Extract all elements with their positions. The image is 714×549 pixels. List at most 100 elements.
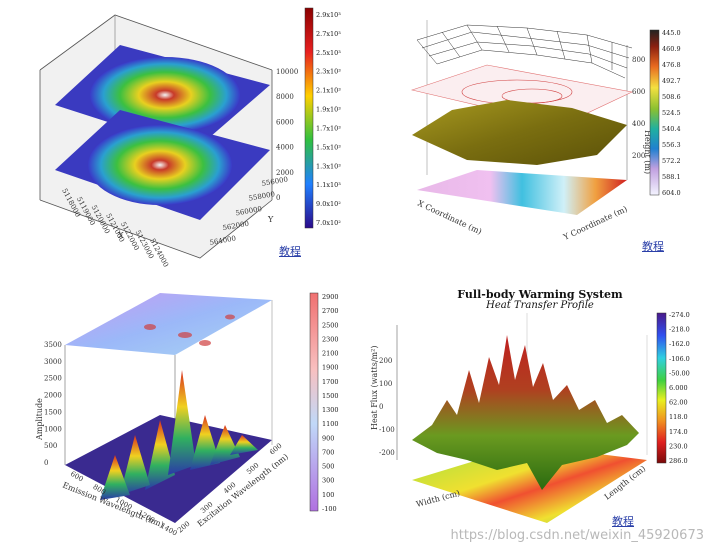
chart4-subtitle: Heat Transfer Profile: [486, 300, 594, 311]
chart1-colorbar-tick: 2.9x10³: [316, 11, 341, 19]
chart4-z-tick: 100: [379, 380, 392, 388]
chart2-colorbar-tick: 492.7: [662, 77, 681, 85]
chart4-colorbar-tick: 286.0: [669, 457, 688, 465]
chart2-z-tick: 200: [632, 152, 645, 160]
chart3-colorbar-tick: 2700: [322, 307, 339, 315]
chart4-z-tick: -100: [379, 426, 395, 434]
chart3-z-tick: 3500: [44, 341, 62, 349]
chart2-z-tick: 600: [632, 88, 645, 96]
chart4-colorbar-tick: 174.0: [669, 428, 688, 436]
chart2-xlabel: X Coordinate (m): [416, 199, 483, 237]
tutorial-link-1[interactable]: 教程: [279, 245, 301, 258]
chart1-colorbar-tick: 2.1x10³: [316, 87, 341, 95]
chart1-colorbar-tick: 1.3x10³: [316, 162, 341, 170]
chart-4: 200 100 0 -100 -200 Heat Flux (watts/m²) Wid…: [370, 311, 690, 523]
chart1-colorbar-tick: 1.7x10³: [316, 124, 341, 132]
chart4-surface: [412, 335, 639, 490]
chart4-colorbar-tick: -106.0: [669, 355, 690, 363]
chart3-colorbar-tick: -100: [322, 505, 337, 513]
chart3-colorbar-tick: 1700: [322, 378, 339, 386]
chart3-z-tick: 500: [44, 442, 57, 450]
chart1-colorbar-tick: 1.9x10³: [316, 106, 341, 114]
tutorial-link-2[interactable]: 教程: [642, 240, 664, 253]
chart2-z-tick: 400: [632, 120, 645, 128]
chart1-z-tick: 6000: [276, 118, 294, 126]
chart3-projection-plane: [65, 293, 272, 355]
chart3-colorbar-tick: 500: [322, 463, 334, 471]
chart2-zlabel: Height (m): [643, 130, 652, 174]
chart1-colorbar-tick: 7.0x10²: [316, 219, 341, 227]
chart3-colorbar-tick: 1900: [322, 364, 339, 372]
chart2-colorbar-tick: 508.6: [662, 93, 681, 101]
chart4-title: Full-body Warming System: [457, 288, 623, 301]
chart3-colorbar-tick: 700: [322, 448, 334, 456]
chart3-z-tick: 3000: [44, 358, 62, 366]
chart3-colorbar-tick: 2300: [322, 335, 339, 343]
chart2-surface: [412, 100, 627, 165]
chart2-colorbar-tick: 556.3: [662, 141, 681, 149]
chart4-z-tick: 200: [379, 357, 392, 365]
chart1-colorbar-tick: 1.1x10³: [316, 181, 341, 189]
chart2-colorbar: [649, 29, 660, 196]
chart4-colorbar-tick: 62.00: [669, 399, 688, 407]
chart4-floor-map: [412, 445, 647, 523]
chart2-colorbar-tick: 460.9: [662, 45, 681, 53]
chart4-colorbar-tick: 118.0: [669, 413, 688, 421]
chart1-peak-bottom: [88, 125, 232, 205]
chart3-colorbar: [309, 292, 319, 512]
chart1-z-tick: 4000: [276, 144, 294, 152]
chart3-colorbar-tick: 2100: [322, 350, 339, 358]
chart1-colorbar-tick: 1.5x10³: [316, 143, 341, 151]
chart3-colorbar-tick: 2500: [322, 321, 339, 329]
chart3-colorbar-tick: 1500: [322, 392, 339, 400]
chart3-y-tick: 200: [176, 520, 191, 535]
tutorial-link-4[interactable]: 教程: [612, 515, 634, 528]
chart3-colorbar-tick: 1300: [322, 406, 339, 414]
chart1-colorbar-tick: 2.5x10³: [316, 49, 341, 57]
chart3-colorbar-tick: 2900: [322, 293, 339, 301]
chart1-xlabel: X: [118, 231, 124, 240]
chart4-colorbar-tick: -162.0: [669, 340, 690, 348]
chart4-colorbar-tick: 230.0: [669, 442, 688, 450]
chart4-colorbar-tick: -50.00: [669, 369, 690, 377]
chart4-zlabel: Heat Flux (watts/m²): [370, 346, 379, 430]
chart-2: 800 600 400 200 Height (m) X Coordinate (m)…: [410, 20, 681, 242]
chart1-z-tick: 10000: [276, 68, 298, 76]
chart3-z-tick: 0: [44, 459, 48, 467]
chart3-z-tick: 1500: [44, 408, 62, 416]
watermark: https://blog.csdn.net/weixin_45920673: [450, 528, 704, 543]
chart3-z-tick: 2500: [44, 375, 62, 383]
chart2-z-tick: 800: [632, 56, 645, 64]
chart-1: 5118000511900051200005121000512200051230…: [39, 7, 341, 268]
chart1-colorbar-tick: 2.3x10³: [316, 68, 341, 76]
chart2-colorbar-tick: 588.1: [662, 173, 681, 181]
chart1-z-tick: 2000: [276, 169, 294, 177]
chart1-ylabel: Y: [267, 215, 274, 224]
chart1-colorbar-tick: 2.7x10³: [316, 30, 341, 38]
chart3-colorbar-tick: 900: [322, 434, 334, 442]
chart2-colorbar-tick: 524.5: [662, 109, 681, 117]
chart3-z-tick: 2000: [44, 392, 62, 400]
chart3-z-tick: 1000: [44, 425, 62, 433]
chart2-wireframe: [416, 24, 633, 79]
chart1-colorbar: [304, 7, 314, 229]
chart2-colorbar-tick: 540.4: [662, 125, 681, 133]
chart3-colorbar-tick: 1100: [322, 420, 339, 428]
chart4-z-tick: 0: [379, 403, 383, 411]
chart2-colorbar-tick: 572.2: [662, 157, 681, 165]
chart4-colorbar-tick: 6.000: [669, 384, 688, 392]
chart3-zlabel: Amplitude: [35, 398, 44, 441]
chart4-colorbar-tick: -274.0: [669, 311, 690, 319]
chart3-colorbar-tick: 100: [322, 491, 334, 499]
chart2-colorbar-tick: 445.0: [662, 29, 681, 37]
chart4-xlabel: Width (cm): [415, 489, 461, 509]
chart2-colorbar-tick: 476.8: [662, 61, 681, 69]
chart1-colorbar-tick: 9.0x10²: [316, 200, 341, 208]
chart4-colorbar-tick: -218.0: [669, 326, 690, 334]
chart3-colorbar-tick: 300: [322, 477, 334, 485]
chart3-peaks: [100, 370, 258, 500]
chart4-colorbar: [656, 312, 667, 464]
chart2-floor-map: [417, 170, 627, 215]
chart1-z-tick: 0: [276, 194, 280, 202]
